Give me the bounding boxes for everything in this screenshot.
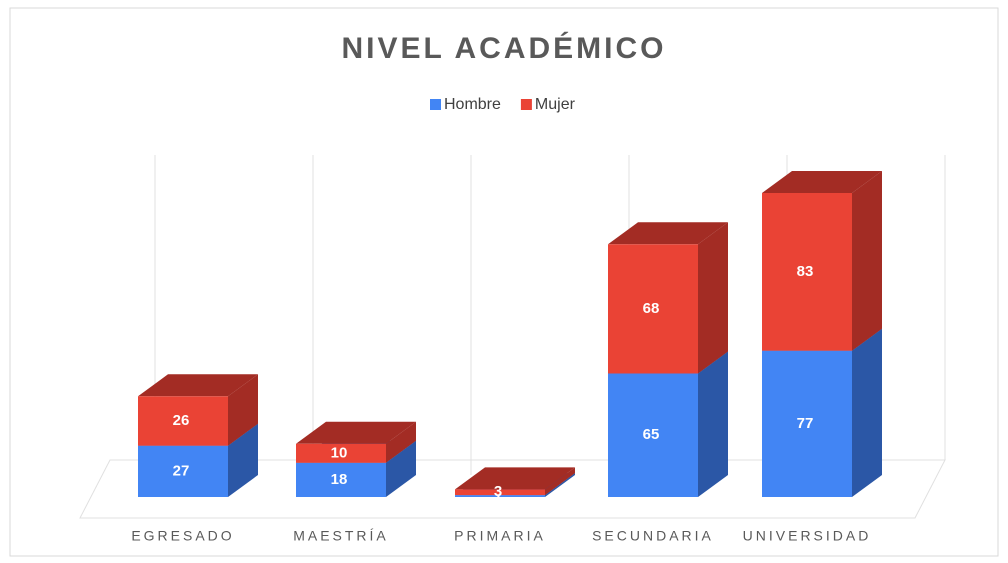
bar-side — [698, 351, 728, 497]
bar-top — [608, 222, 728, 245]
data-label: 18 — [331, 471, 348, 488]
data-label: 10 — [331, 444, 348, 461]
bar — [762, 193, 852, 351]
bar-side — [228, 423, 258, 497]
x-tick-label: UNIVERSIDAD — [743, 528, 872, 544]
legend-label: Mujer — [535, 96, 576, 113]
bar — [455, 495, 545, 497]
x-tick-label: EGRESADO — [131, 528, 234, 544]
data-label: 1 — [494, 487, 502, 504]
bar — [762, 350, 852, 497]
bar-top — [762, 171, 882, 193]
legend-swatch — [520, 99, 532, 110]
bar — [455, 489, 545, 496]
bar-side — [698, 222, 728, 374]
bar-side — [852, 328, 882, 497]
data-label: 26 — [173, 412, 190, 429]
bar — [138, 445, 228, 497]
data-label: 27 — [173, 462, 190, 479]
data-label: 3 — [494, 483, 502, 500]
bar-side — [545, 467, 575, 496]
bar — [296, 462, 386, 497]
data-label: 77 — [797, 415, 814, 432]
chart-title: NIVEL ACADÉMICO — [341, 31, 666, 65]
data-label: 65 — [643, 426, 660, 443]
bar-side — [386, 440, 416, 497]
bar-top — [296, 421, 416, 444]
legend-label: Hombre — [444, 96, 501, 113]
data-label: 83 — [797, 263, 814, 280]
bar-side — [545, 473, 575, 497]
bar — [608, 244, 698, 374]
data-label: 68 — [643, 300, 660, 317]
legend-swatch — [430, 99, 441, 110]
bar — [296, 443, 386, 463]
bar — [608, 373, 698, 497]
bar-top — [138, 374, 258, 397]
bar-top — [455, 467, 575, 490]
bar-side — [852, 171, 882, 351]
x-tick-label: PRIMARIA — [454, 528, 546, 544]
x-tick-label: SECUNDARIA — [592, 528, 714, 544]
bar-side — [228, 374, 258, 446]
bar-side — [386, 421, 416, 463]
bar — [138, 396, 228, 446]
x-tick-label: MAESTRÍA — [293, 528, 389, 544]
